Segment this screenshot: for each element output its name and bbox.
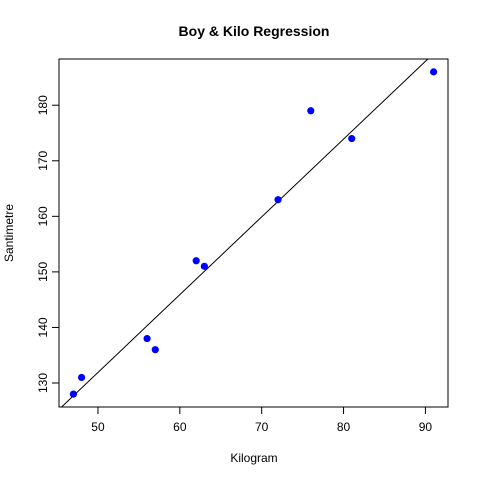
data-point — [192, 257, 200, 265]
data-point — [143, 334, 151, 343]
y-tick-label: 160 — [36, 206, 50, 226]
data-point — [348, 134, 356, 143]
data-point — [77, 373, 86, 382]
x-tick-label: 90 — [419, 420, 433, 434]
y-tick-label: 150 — [36, 262, 50, 282]
data-points — [69, 68, 438, 398]
data-point — [151, 346, 159, 354]
x-tick-label: 80 — [337, 420, 351, 434]
x-tick-label: 70 — [255, 420, 269, 434]
x-axis-label: Kilogram — [230, 451, 277, 465]
x-tick-label: 60 — [173, 420, 187, 434]
y-tick-label: 130 — [36, 373, 50, 393]
y-axis-label: Santimetre — [2, 204, 16, 262]
data-point — [429, 68, 438, 76]
y-tick-label: 180 — [36, 95, 50, 115]
data-point — [69, 390, 78, 398]
y-axis: 130 140 150 160 170 180 — [36, 95, 59, 393]
regression-line — [61, 58, 429, 408]
data-point — [200, 262, 208, 270]
y-tick-label: 170 — [36, 150, 50, 170]
data-point — [307, 107, 315, 115]
x-axis: 50 60 70 80 90 — [91, 407, 432, 434]
plot-frame — [58, 58, 449, 408]
chart-title: Boy & Kilo Regression — [179, 23, 330, 39]
x-tick-label: 50 — [91, 420, 105, 434]
data-point — [274, 196, 282, 204]
y-tick-label: 140 — [36, 317, 50, 337]
regression-line-group — [61, 58, 429, 408]
